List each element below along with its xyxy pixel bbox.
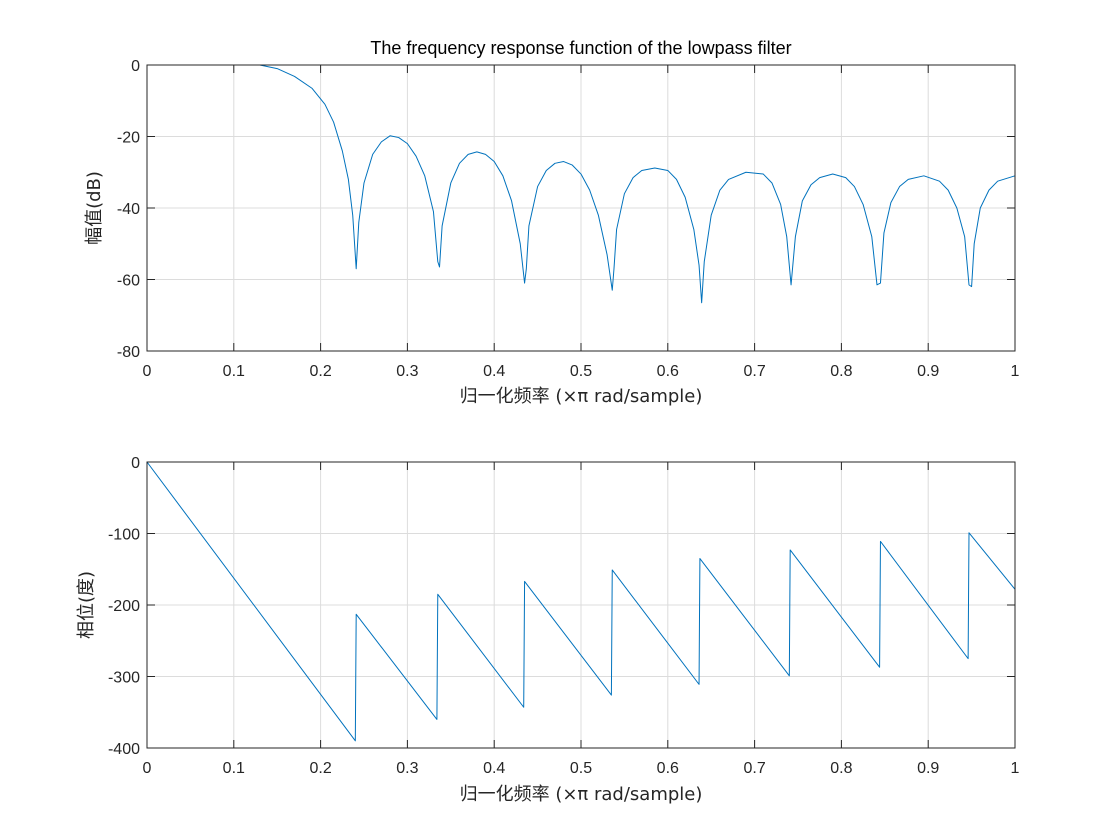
magnitude-x-tick-label: 0.4 [483, 363, 505, 380]
magnitude-ticks: 0 0.1 0.2 0.3 0.4 0.5 0.6 0.7 0.8 0.9 1 -80 -60 -40 -2… [117, 58, 1020, 380]
phase-x-tick-label: 0.9 [917, 760, 939, 777]
magnitude-plot: 0 0.1 0.2 0.3 0.4 0.5 0.6 0.7 0.8 0.9 1 -80 -60 -40 -2… [84, 38, 1020, 407]
phase-x-tick-label: 0 [143, 760, 152, 777]
magnitude-y-tick-label: -40 [117, 201, 140, 218]
magnitude-x-tick-label: 0 [143, 363, 152, 380]
phase-y-tick-label: -300 [108, 670, 140, 687]
phase-y-tick-label: -100 [108, 527, 140, 544]
phase-y-tick-label: -200 [108, 598, 140, 615]
magnitude-y-axis-label: 幅值(dB) [84, 171, 105, 245]
magnitude-y-tick-label: -80 [117, 344, 140, 361]
magnitude-x-axis-label: 归一化频率 (×π rad/sample) [460, 386, 703, 407]
phase-plot: 0 0.1 0.2 0.3 0.4 0.5 0.6 0.7 0.8 0.9 1 -400 -300 -20… [76, 455, 1020, 805]
phase-x-tick-label: 0.4 [483, 760, 505, 777]
magnitude-x-tick-label: 0.8 [830, 363, 852, 380]
phase-x-tick-label: 0.2 [309, 760, 331, 777]
phase-series [146, 461, 1016, 742]
phase-x-axis-label: 归一化频率 (×π rad/sample) [460, 784, 703, 805]
phase-x-tick-label: 0.1 [223, 760, 245, 777]
magnitude-x-tick-label: 0.2 [309, 363, 331, 380]
phase-x-tick-label: 0.6 [657, 760, 679, 777]
phase-ticks: 0 0.1 0.2 0.3 0.4 0.5 0.6 0.7 0.8 0.9 1 -400 -300 -20… [108, 455, 1020, 777]
magnitude-x-tick-label: 0.6 [657, 363, 679, 380]
phase-series-line [146, 461, 1016, 742]
phase-y-tick-label: -400 [108, 741, 140, 758]
magnitude-y-tick-label: -60 [117, 273, 140, 290]
phase-x-tick-label: 1 [1011, 760, 1020, 777]
magnitude-series [147, 64, 1016, 304]
phase-y-tick-label: 0 [131, 455, 140, 472]
magnitude-grid [147, 65, 1015, 351]
magnitude-x-tick-label: 1 [1011, 363, 1020, 380]
magnitude-x-tick-label: 0.7 [743, 363, 765, 380]
magnitude-x-tick-label: 0.5 [570, 363, 592, 380]
phase-x-tick-label: 0.8 [830, 760, 852, 777]
phase-x-tick-label: 0.7 [743, 760, 765, 777]
magnitude-x-tick-label: 0.9 [917, 363, 939, 380]
magnitude-plot-title: The frequency response function of the l… [370, 38, 791, 58]
phase-y-axis-label: 相位(度) [76, 571, 97, 639]
phase-x-tick-label: 0.5 [570, 760, 592, 777]
magnitude-x-tick-label: 0.1 [223, 363, 245, 380]
magnitude-series-line [147, 64, 1016, 304]
magnitude-y-tick-label: -20 [117, 130, 140, 147]
phase-x-tick-label: 0.3 [396, 760, 418, 777]
magnitude-y-tick-label: 0 [131, 58, 140, 75]
magnitude-x-tick-label: 0.3 [396, 363, 418, 380]
